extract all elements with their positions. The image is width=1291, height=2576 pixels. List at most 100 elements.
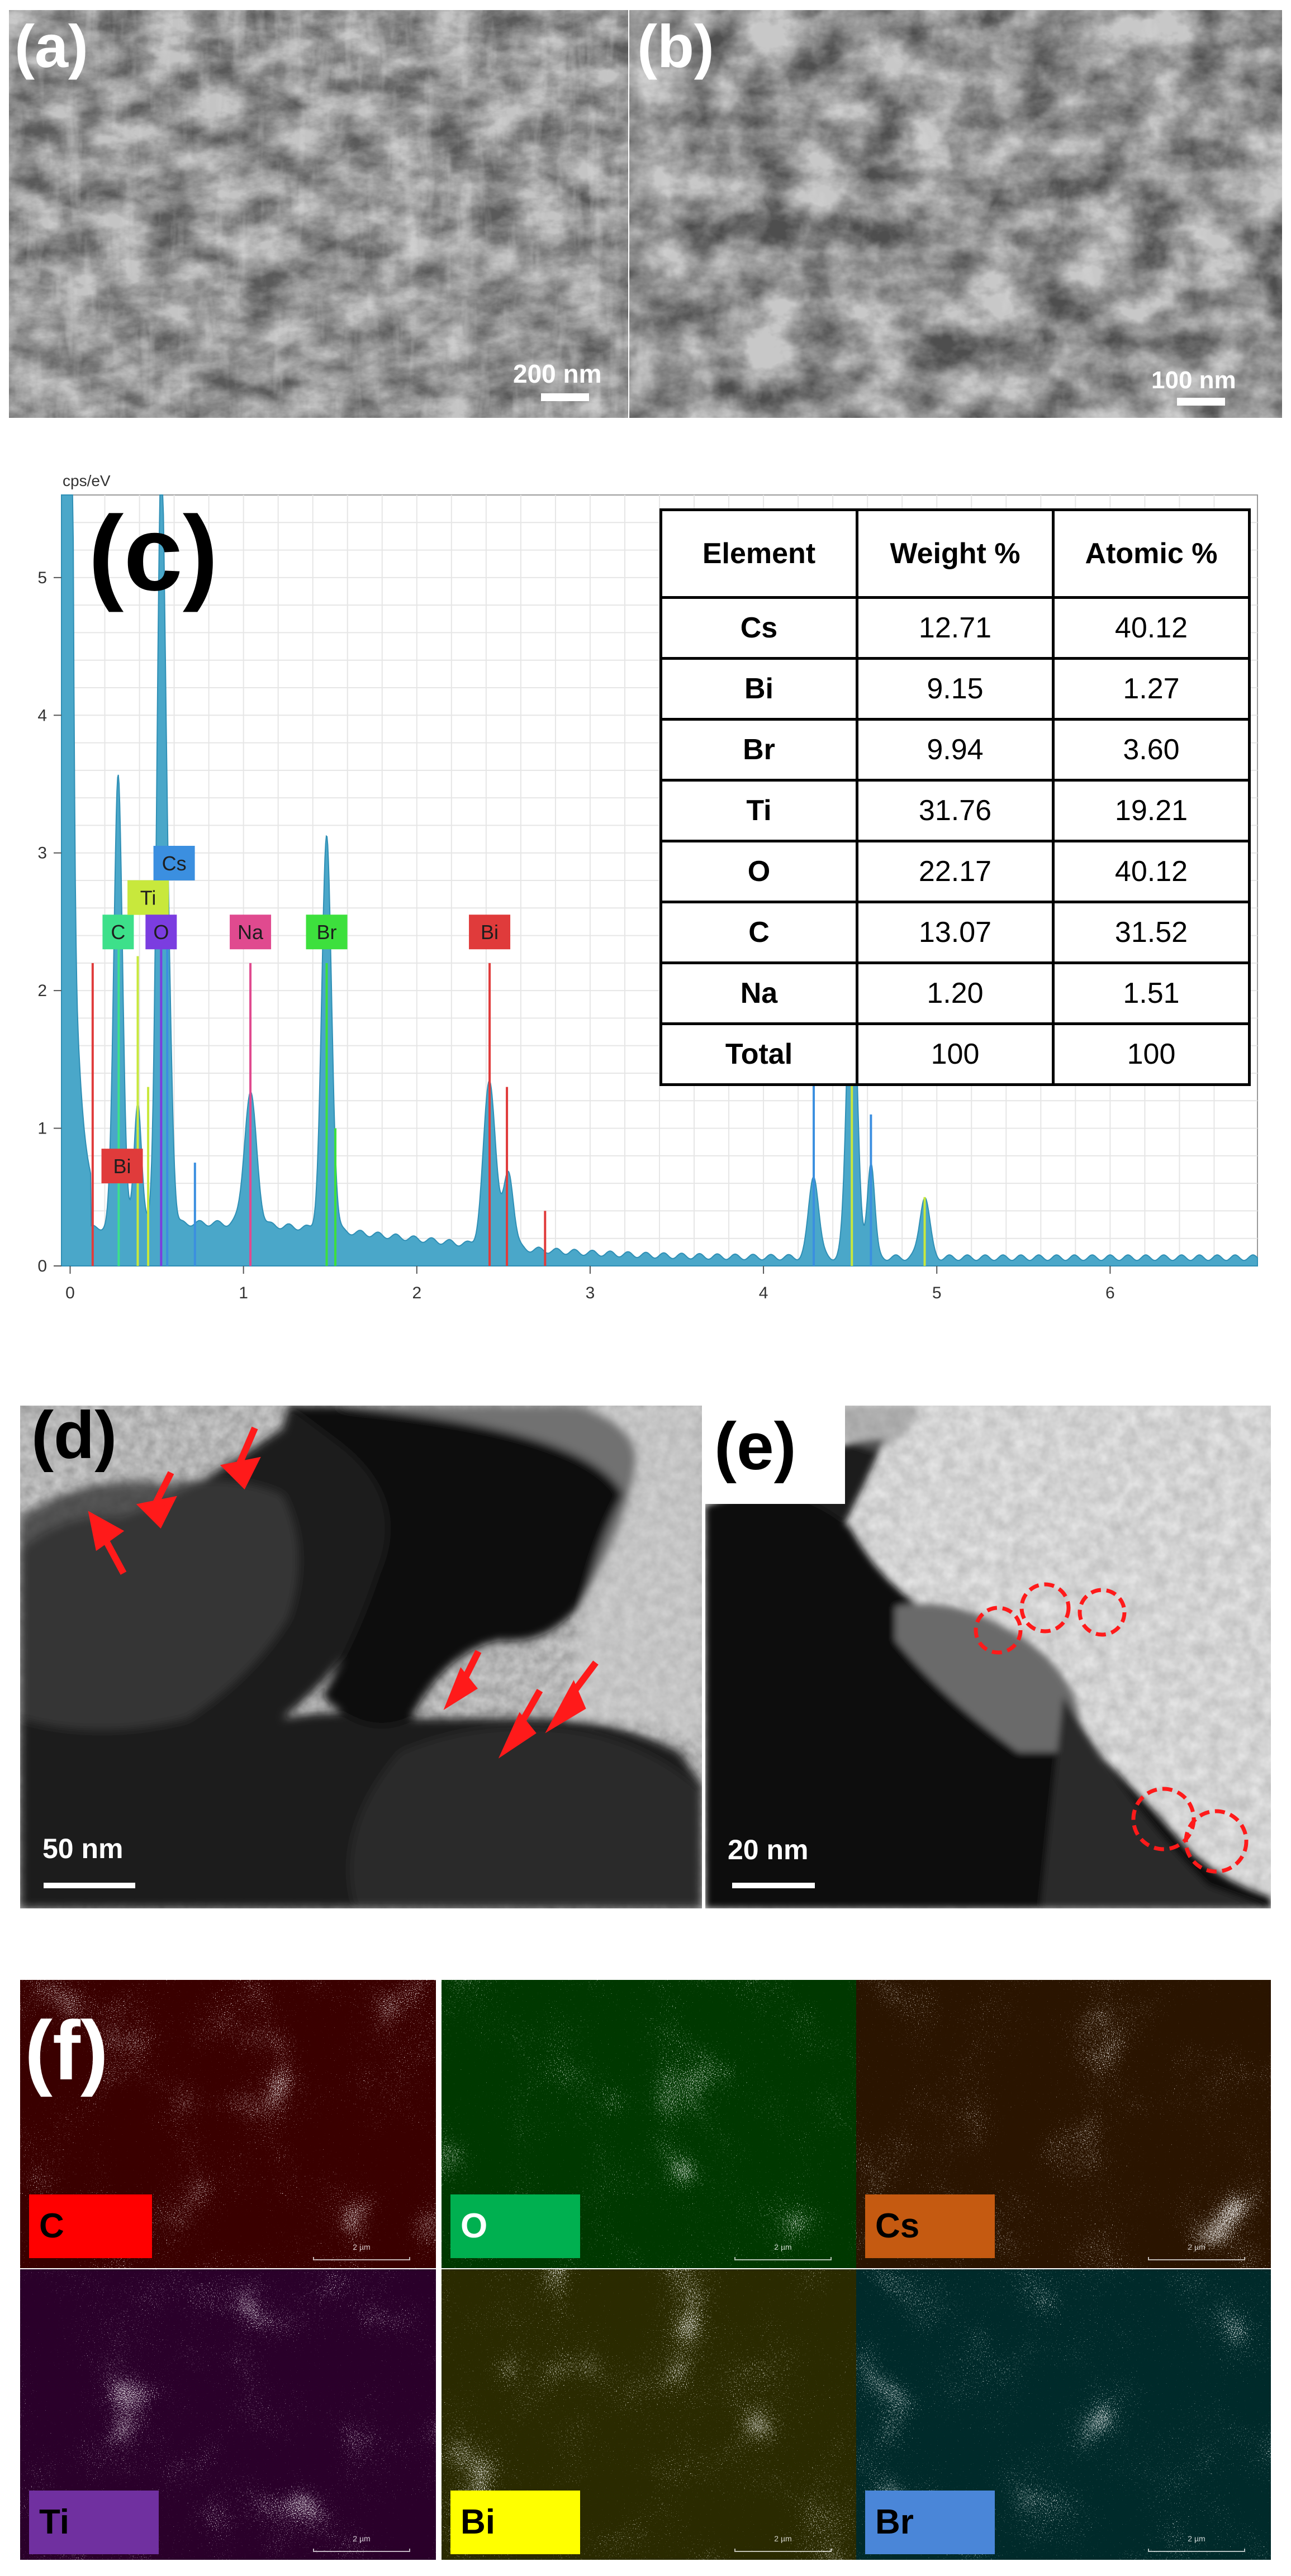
map-label-ti: Ti [29,2491,159,2554]
table-cell-atomic: 19.21 [1052,779,1251,842]
y-tick-label: 5 [37,569,47,587]
red-arrow-icon [136,1496,177,1529]
map-scale-label: 2 µm [1188,2242,1205,2251]
x-tick-label: 5 [932,1284,942,1302]
table-header-row: Element Weight % Atomic % [659,508,1251,599]
table-cell-atomic: 100 [1052,1022,1251,1086]
map-label-o: O [450,2194,580,2258]
table-cell-weight: 22.17 [856,840,1055,903]
tem-particles-e [705,1406,1271,1908]
red-arrow-icon [545,1680,586,1734]
x-tick-label: 3 [586,1284,595,1302]
map-label-c: C [29,2194,152,2258]
panel-label-c: (c) [88,494,219,613]
table-cell-atomic: 40.12 [1052,840,1251,903]
y-axis-label: cps/eV [63,472,111,489]
x-tick-label: 4 [759,1284,768,1302]
scale-bar-d [44,1883,135,1888]
highlight-circle-icon [1184,1809,1249,1874]
map-scale-bar: 2 µm [1148,2534,1245,2552]
table-cell-element: Br [659,718,858,782]
x-tick-label: 0 [65,1284,75,1302]
table-row: Cs 12.71 40.12 [659,596,1251,660]
map-scale-bar: 2 µm [1148,2242,1245,2260]
element-badge-label: Na [238,921,264,944]
element-badge-label: O [153,921,169,944]
red-arrow-icon [498,1712,537,1759]
element-badge-label: Bi [481,921,499,944]
table-cell-weight: 31.76 [856,779,1055,842]
y-tick-label: 1 [37,1120,47,1138]
map-scale-bar: 2 µm [313,2534,410,2552]
scale-label-a: 200 nm [513,359,602,388]
map-scale-label: 2 µm [353,2534,371,2543]
element-badge [230,915,272,950]
element-badge-label: C [111,921,125,944]
table-cell-element: Total [659,1022,858,1086]
panel-label-e: (e) [714,1409,796,1484]
element-badge-label: Bi [113,1155,131,1178]
map-label-cs: Cs [865,2194,995,2258]
x-tick-label: 2 [412,1284,421,1302]
sem-texture-b [629,10,1282,418]
scale-bar-b [1177,398,1225,406]
table-cell-atomic: 1.27 [1052,657,1251,721]
table-cell-element: Na [659,961,858,1025]
table-cell-weight: 12.71 [856,596,1055,660]
map-scale-bar: 2 µm [734,2242,832,2260]
map-scale-label: 2 µm [774,2242,792,2251]
tem-circles-e [974,1582,1249,1874]
element-badge [145,915,177,950]
table-header-element: Element [659,508,858,599]
highlight-circle-icon [1078,1588,1127,1637]
map-scale-bar: 2 µm [313,2242,410,2260]
red-arrow-icon [88,1511,125,1551]
table-row: Total 100 100 [659,1022,1251,1086]
table-header-weight: Weight % [856,508,1055,599]
elemental-map-bi [442,2269,857,2560]
eds-composition-table: Element Weight % Atomic % Cs 12.71 40.12 B… [659,508,1251,1086]
table-cell-element: O [659,840,858,903]
y-tick-label: 4 [37,706,47,725]
table-row: Na 1.20 1.51 [659,961,1251,1025]
element-badge-label: Ti [140,887,156,910]
scale-bar-e [732,1883,815,1888]
red-arrow-icon [235,1426,258,1469]
elemental-map-o [442,1980,857,2268]
element-badge [101,1149,143,1184]
table-cell-atomic: 1.51 [1052,961,1251,1025]
y-tick-label: 3 [37,844,47,863]
panel-label-b: (b) [637,12,714,80]
table-cell-weight: 13.07 [856,901,1055,964]
element-badge-label: Cs [162,852,187,875]
map-scale-bar: 2 µm [734,2534,832,2552]
table-header-atomic: Atomic % [1052,508,1251,599]
table-cell-atomic: 3.60 [1052,718,1251,782]
sem-image-b [629,10,1282,418]
table-cell-element: Cs [659,596,858,660]
table-cell-atomic: 40.12 [1052,596,1251,660]
panel-label-a: (a) [15,12,88,80]
element-badge-label: Br [317,921,337,944]
tem-texture-d [20,1406,702,1908]
highlight-circle-icon [1019,1582,1071,1634]
table-row: C 13.07 31.52 [659,901,1251,964]
red-arrow-icon [220,1456,261,1490]
element-badge [127,880,169,915]
scale-label-b: 100 nm [1151,366,1236,394]
table-cell-weight: 9.15 [856,657,1055,721]
element-badge [102,915,134,950]
table-cell-element: Bi [659,657,858,721]
panel-label-d: (d) [31,1398,117,1473]
scale-bar-a [541,393,589,401]
table-cell-weight: 100 [856,1022,1055,1086]
map-label-br: Br [865,2491,995,2554]
red-arrow-icon [443,1667,478,1710]
y-tick-label: 2 [37,982,47,1000]
scale-label-e: 20 nm [728,1834,809,1865]
table-row: Br 9.94 3.60 [659,718,1251,782]
element-badge [153,846,195,880]
highlight-circle-icon [974,1606,1023,1655]
table-cell-weight: 9.94 [856,718,1055,782]
tem-image-d [20,1406,702,1908]
